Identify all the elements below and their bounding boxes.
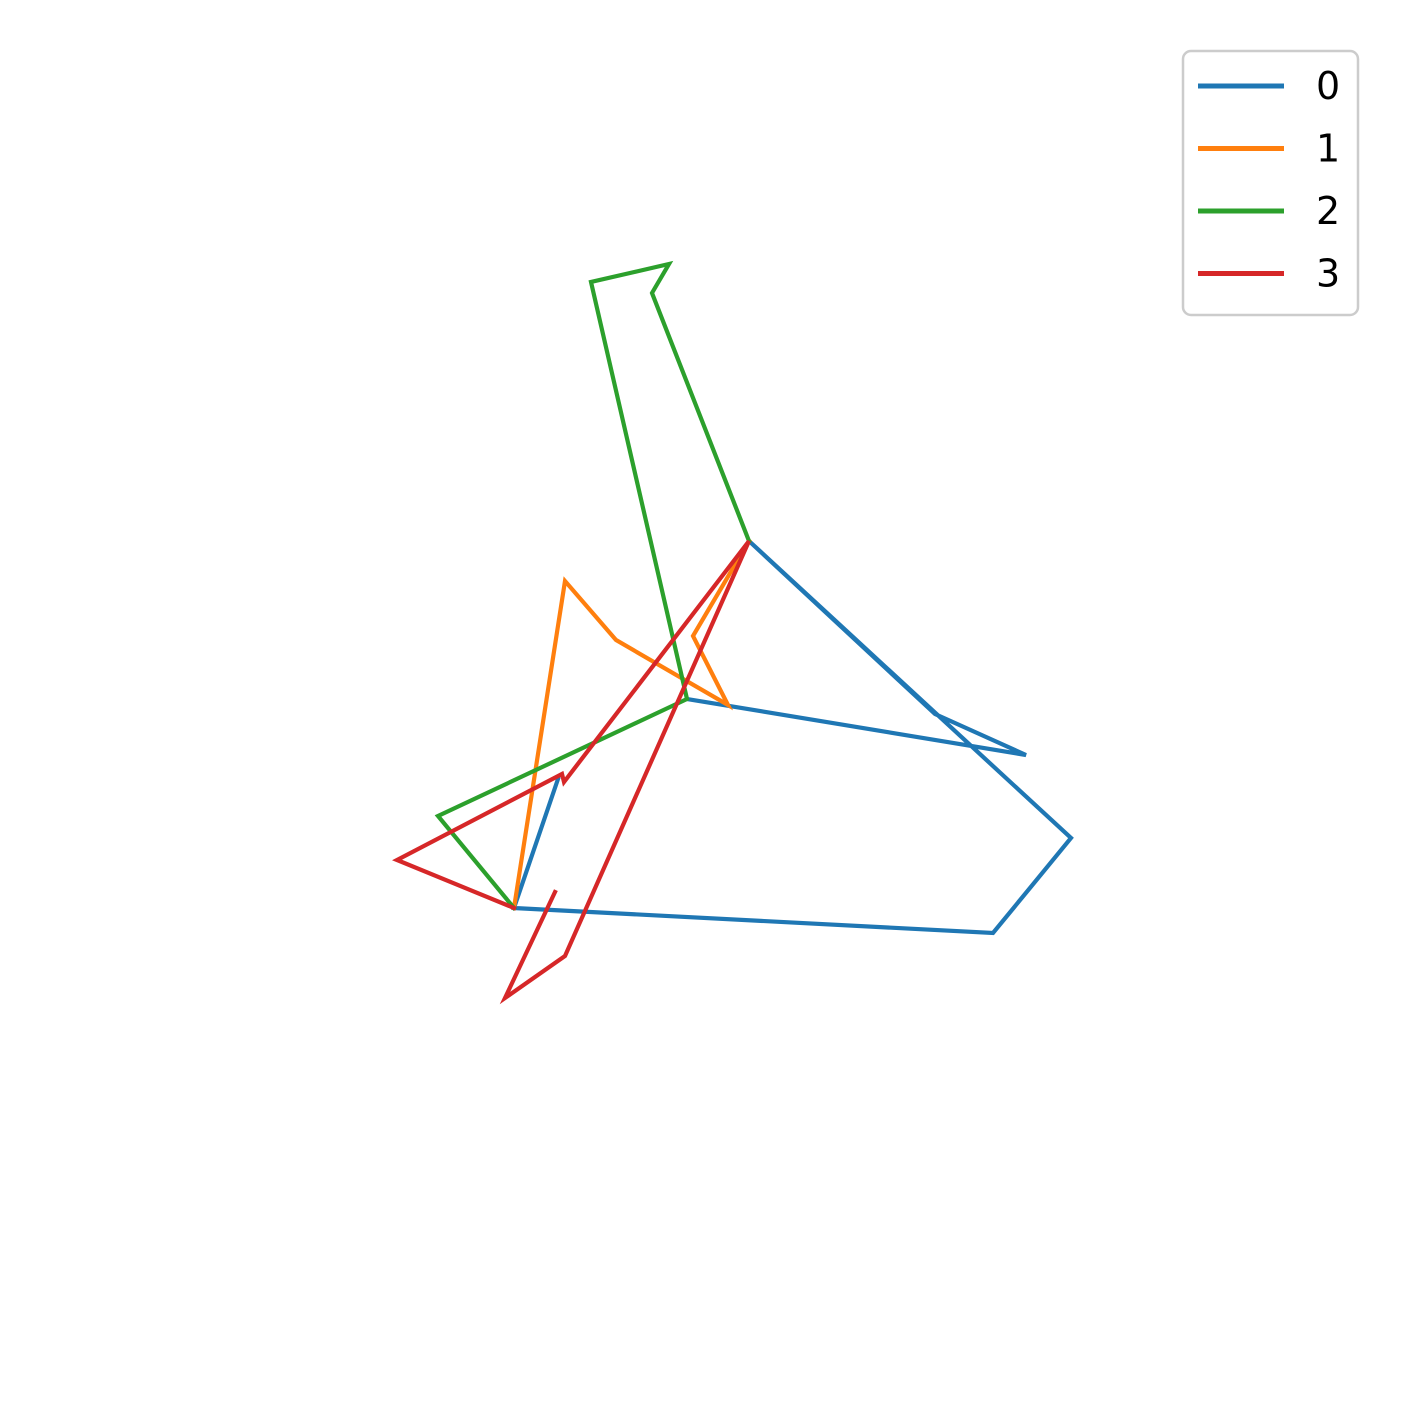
legend-entries: 0 1 2 3 [1198,64,1340,296]
series-line-0 [511,539,1074,936]
legend-label-0: 0 [1316,64,1340,108]
series-line-3 [392,539,751,1005]
legend: 0 1 2 3 [1181,49,1360,317]
legend-label-1: 1 [1316,127,1340,171]
series-line-1 [511,538,752,911]
series-line-2 [434,260,752,911]
plot-area [392,260,1074,1005]
legend-frame [1181,49,1360,317]
legend-label-2: 2 [1316,189,1340,233]
legend-label-3: 3 [1316,252,1340,296]
